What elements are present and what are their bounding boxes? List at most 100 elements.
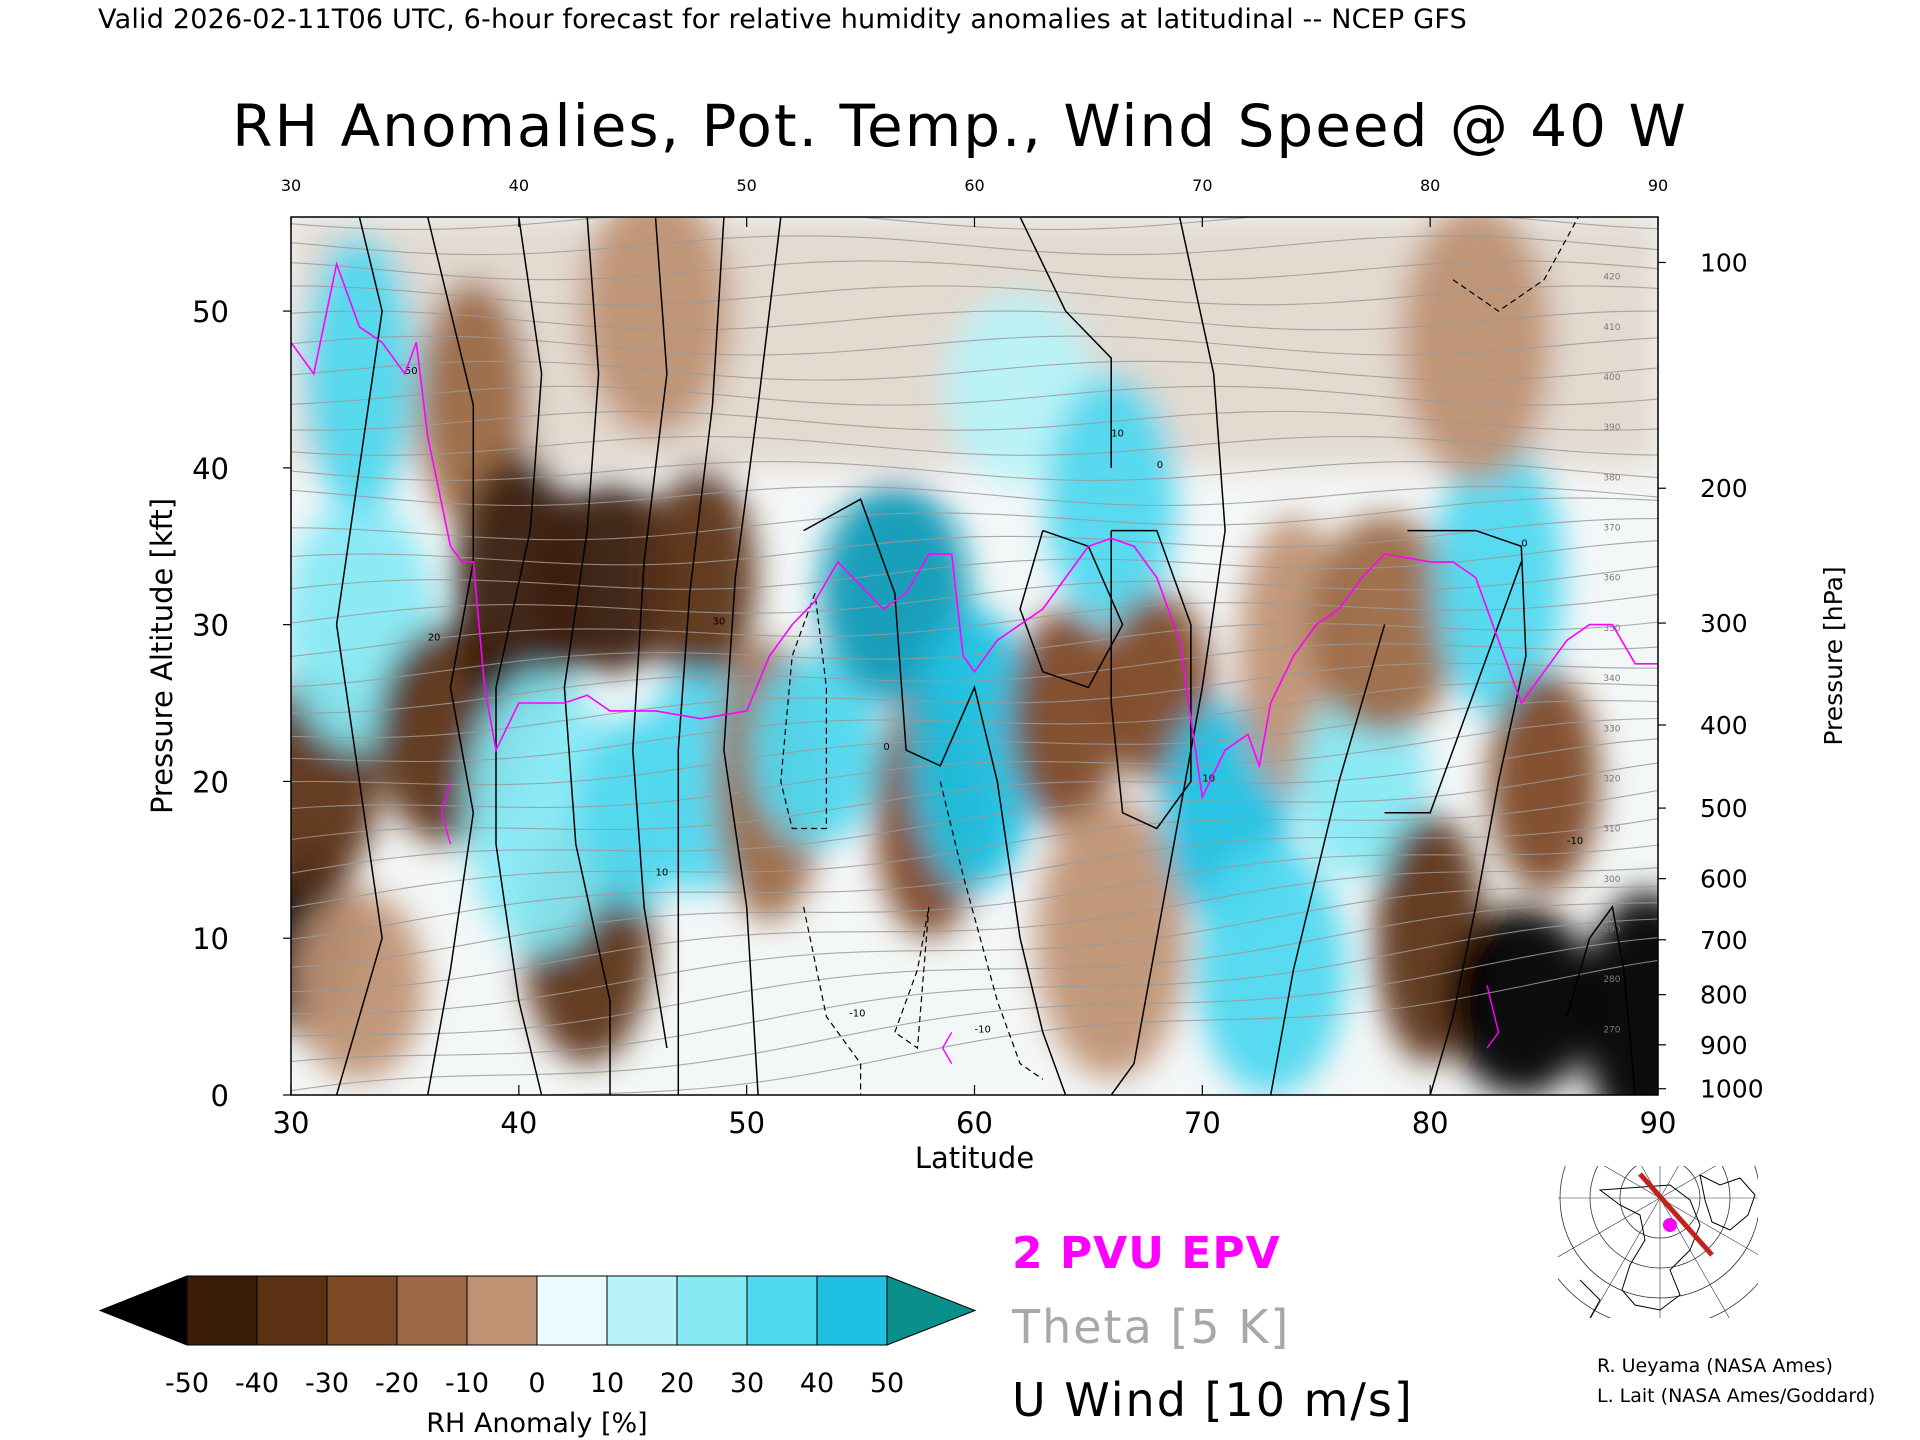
theta-line (291, 844, 1658, 968)
theta-line (291, 738, 1658, 841)
theta-line (291, 818, 1658, 940)
theta-label: 310 (1603, 825, 1620, 835)
theta-label: 300 (1603, 875, 1620, 885)
theta-line (291, 360, 1658, 381)
theta-line (291, 285, 1658, 306)
colorbar-low-extend (98, 1275, 188, 1346)
u-wind-line (1269, 624, 1386, 1095)
field-blobs (291, 217, 1658, 1095)
colorbar-swatch (256, 1275, 328, 1346)
u-wind-line (632, 217, 668, 1049)
colorbar-high-extend (886, 1275, 977, 1346)
rh-blob (1296, 686, 1427, 877)
theta-line (291, 643, 1658, 714)
inset-meridian (1641, 1166, 1661, 1199)
theta-label: 320 (1603, 774, 1620, 784)
colorbar-tick-label: 20 (660, 1368, 694, 1399)
x-tick-label-top: 30 (281, 176, 301, 195)
inset-meridian (1590, 1197, 1661, 1318)
u-wind-label: 0 (883, 742, 889, 753)
rh-blob (1195, 844, 1346, 1095)
epv-fragment (440, 781, 452, 845)
theta-line (291, 621, 1658, 688)
y2-axis-label: Pressure [hPa] (1819, 566, 1848, 745)
u-wind-line (1019, 217, 1112, 468)
theta-line (291, 593, 1658, 657)
theta-line (291, 435, 1658, 456)
pressure-tick-label: 600 (1700, 865, 1748, 894)
rh-blob (909, 610, 1040, 891)
u-wind-line (677, 217, 725, 1095)
colorbar-swatch (606, 1275, 678, 1346)
inset-coastline (1598, 1184, 1701, 1311)
x-tick-label-top: 70 (1192, 176, 1212, 195)
x-tick-label: 30 (273, 1106, 310, 1140)
pressure-tick-label: 800 (1700, 981, 1748, 1010)
theta-label: 360 (1603, 574, 1620, 584)
epv-fragment (941, 1031, 953, 1064)
inset-coastline (1579, 1279, 1601, 1318)
legend-u-wind: U Wind [10 m/s] (1012, 1373, 1414, 1427)
rh-anomaly-field (291, 217, 1658, 1095)
colorbar-tick-label: 30 (730, 1368, 764, 1399)
u-wind-line (803, 498, 1067, 1095)
colorbar-swatch (326, 1275, 398, 1346)
u-wind-line (1110, 529, 1192, 830)
colorbar: -50 -40 -30 -20 -10 0 10 20 30 40 50 RH Anomaly [%] (98, 1275, 977, 1439)
theta-label: 410 (1603, 323, 1620, 333)
u-wind-label: 10 (1202, 773, 1215, 784)
theta-label: 270 (1603, 1025, 1620, 1035)
u-wind-dashed-line (1452, 217, 1579, 312)
theta-line (291, 565, 1658, 624)
theta-line (291, 260, 1658, 281)
theta-line (291, 235, 1658, 256)
x-tick-label: 50 (728, 1106, 765, 1140)
x-tick-label: 80 (1412, 1106, 1449, 1140)
x-tick-label: 90 (1640, 1106, 1677, 1140)
inset-map-content (1558, 1166, 1758, 1318)
colorbar-swatch (676, 1275, 748, 1346)
colorbar-tick-label: 40 (800, 1368, 834, 1399)
inset-map-bg (1558, 1166, 1758, 1318)
theta-line (291, 700, 1658, 786)
colorbar-swatch (816, 1275, 888, 1346)
y-tick-label: 10 (192, 922, 229, 956)
theta-line (291, 867, 1658, 993)
u-wind-line (1566, 905, 1636, 1095)
theta-line (291, 789, 1658, 908)
u-wind-line (426, 217, 475, 1095)
colorbar-tick-label: -50 (165, 1368, 209, 1399)
colorbar-swatch (186, 1275, 258, 1346)
theta-label: 390 (1603, 423, 1620, 433)
u-wind-dashed-line (803, 906, 862, 1095)
y-tick-label: 40 (192, 452, 229, 486)
u-wind-contours: 30 20 50 10 -10 0 10 10 0 0 -10 -10 (335, 217, 1636, 1095)
pressure-tick-label: 500 (1700, 794, 1748, 823)
theta-label: 340 (1603, 674, 1620, 684)
u-wind-label: 20 (428, 632, 441, 643)
theta-line (291, 497, 1658, 541)
epv-2pvu-line (291, 261, 1658, 1064)
inset-meridian (1558, 1197, 1661, 1258)
u-wind-label: 0 (1157, 460, 1163, 471)
legend-epv: 2 PVU EPV (1012, 1228, 1281, 1279)
colorbar-label: RH Anomaly [%] (426, 1408, 647, 1439)
x-tick-label: 60 (956, 1106, 993, 1140)
y-axis-label: Pressure Altitude [kft] (145, 498, 179, 814)
chart-title: RH Anomalies, Pot. Temp., Wind Speed @ 4… (232, 92, 1688, 160)
u-wind-label: 10 (656, 868, 669, 879)
colorbar-tick-label: 0 (528, 1368, 545, 1399)
inset-meridian (1659, 1197, 1758, 1255)
rh-blob (294, 890, 425, 1081)
u-wind-label: -10 (1567, 836, 1583, 847)
rh-blob (304, 233, 415, 514)
rh-blob (1433, 437, 1564, 718)
theta-label: 420 (1603, 273, 1620, 283)
pressure-tick-label: 1000 (1700, 1075, 1764, 1104)
rh-blob (1581, 891, 1658, 1095)
pressure-tick-label: 900 (1700, 1031, 1748, 1060)
theta-line (291, 385, 1658, 406)
theta-line (291, 662, 1658, 739)
rh-blob (466, 672, 617, 953)
